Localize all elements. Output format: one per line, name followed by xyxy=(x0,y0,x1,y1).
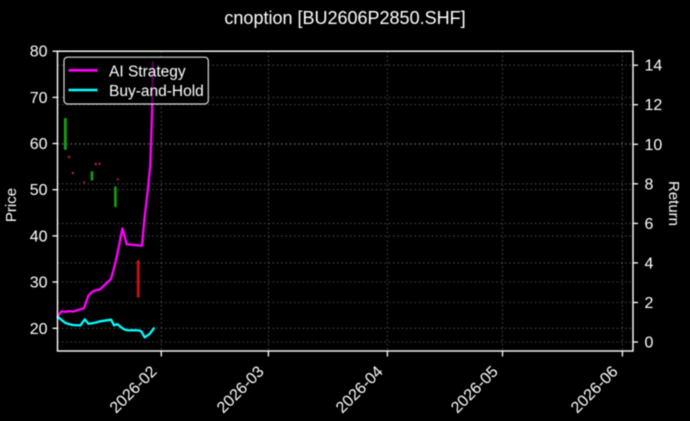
svg-text:70: 70 xyxy=(30,90,48,107)
svg-text:40: 40 xyxy=(30,228,48,245)
svg-text:8: 8 xyxy=(645,176,654,193)
svg-text:0: 0 xyxy=(645,335,654,352)
svg-text:50: 50 xyxy=(30,182,48,199)
svg-text:Return: Return xyxy=(665,181,682,226)
svg-text:2: 2 xyxy=(645,295,654,312)
svg-text:12: 12 xyxy=(645,97,663,114)
svg-text:6: 6 xyxy=(645,216,654,233)
svg-text:60: 60 xyxy=(30,136,48,153)
svg-text:10: 10 xyxy=(645,137,663,154)
svg-text:20: 20 xyxy=(30,321,48,338)
svg-text:Buy-and-Hold: Buy-and-Hold xyxy=(109,83,204,100)
svg-text:cnoption [BU2606P2850.SHF]: cnoption [BU2606P2850.SHF] xyxy=(224,8,465,28)
svg-text:30: 30 xyxy=(30,275,48,292)
svg-text:4: 4 xyxy=(645,255,654,272)
svg-text:80: 80 xyxy=(30,44,48,61)
svg-text:Price: Price xyxy=(3,188,20,222)
svg-text:AI Strategy: AI Strategy xyxy=(109,63,186,80)
svg-text:14: 14 xyxy=(645,58,663,75)
